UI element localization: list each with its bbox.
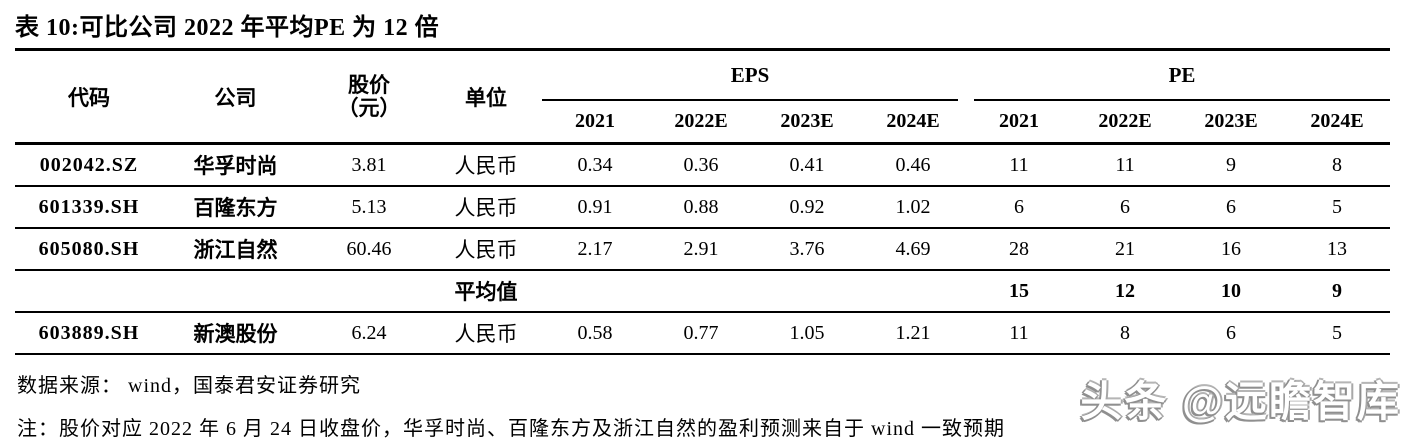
- table-cell: 6: [1120, 195, 1130, 218]
- watermark-brand: 头条: [1080, 378, 1169, 425]
- table-cell: 0.41: [789, 153, 825, 176]
- table-header: 代码 公司 股价 （元） 单位 EPS PE 2021 2022E 2023E …: [15, 51, 1390, 145]
- header-code: 代码: [68, 85, 110, 110]
- table-cell: 605080.SH: [38, 237, 140, 260]
- table-cell: 3.81: [351, 153, 387, 176]
- table-cell: 21: [1115, 237, 1135, 260]
- table-cell: 2.17: [577, 237, 613, 260]
- table-row: 603889.SH 新澳股份 6.24 人民币 0.58 0.77 1.05 1.21 11 8 6…: [15, 313, 1390, 355]
- table-cell: 11: [1115, 153, 1135, 176]
- table-cell: [308, 271, 430, 311]
- table-cell: [860, 271, 966, 311]
- table-cell: 0.77: [683, 321, 719, 344]
- table-cell: [542, 271, 648, 311]
- header-pe-2024e: 2024E: [1310, 110, 1364, 132]
- header-eps-2021: 2021: [575, 110, 615, 132]
- table-cell: 4.69: [895, 237, 931, 260]
- table-cell: [163, 271, 308, 311]
- table-row: 601339.SH 百隆东方 5.13 人民币 0.91 0.88 0.92 1.02 6 6 6 5: [15, 187, 1390, 229]
- header-eps-2023e: 2023E: [780, 110, 834, 132]
- table-cell: 6: [1226, 321, 1236, 344]
- header-group-eps: EPS: [542, 51, 958, 101]
- table-cell: 16: [1221, 237, 1241, 260]
- table-cell: 0.46: [895, 153, 931, 176]
- table-title: 表 10:可比公司 2022 年平均PE 为 12 倍: [15, 15, 440, 41]
- table-cell: 5: [1332, 321, 1342, 344]
- table-cell: 11: [1009, 321, 1029, 344]
- report-page: { "title": "表 10:可比公司 2022 年平均PE 为 12 倍"…: [15, 15, 1401, 440]
- table-body: 002042.SZ 华孚时尚 3.81 人民币 0.34 0.36 0.41 0.46 11 11…: [15, 145, 1390, 355]
- table-cell: 13: [1327, 237, 1347, 260]
- table-row: 002042.SZ 华孚时尚 3.81 人民币 0.34 0.36 0.41 0.46 11 11…: [15, 145, 1390, 187]
- watermark-handle: @远瞻智库: [1182, 378, 1401, 425]
- table-cell: 5: [1332, 195, 1342, 218]
- table-cell: 603889.SH: [38, 321, 140, 344]
- table-cell: 2.91: [683, 237, 719, 260]
- title-rule: [15, 48, 1390, 51]
- table-cell: 11: [1009, 153, 1029, 176]
- header-unit: 单位: [465, 85, 507, 110]
- table-cell: 6: [1014, 195, 1024, 218]
- table-cell: 60.46: [346, 237, 392, 260]
- header-pe-2023e: 2023E: [1204, 110, 1258, 132]
- table-cell: 人民币: [454, 154, 518, 178]
- header-group-pe: PE: [974, 51, 1390, 101]
- table-cell: 1.02: [895, 195, 931, 218]
- table-cell: 0.36: [683, 153, 719, 176]
- table-cell: 601339.SH: [38, 195, 140, 218]
- table-cell: 15: [1009, 279, 1029, 302]
- table-cell: 平均值: [454, 280, 518, 304]
- data-source-text: 数据来源： wind，国泰君安证券研究: [17, 375, 361, 397]
- table-cell: 002042.SZ: [39, 153, 139, 176]
- table-cell: 28: [1009, 237, 1029, 260]
- table-row-average: 平均值 15 12 10 9: [15, 271, 1390, 313]
- header-pe-2021: 2021: [999, 110, 1039, 132]
- table-cell: 0.34: [577, 153, 613, 176]
- table-cell: 人民币: [454, 238, 518, 262]
- table-cell: 0.91: [577, 195, 613, 218]
- table-cell: 6: [1226, 195, 1236, 218]
- table-cell: 9: [1226, 153, 1236, 176]
- table-cell: 12: [1115, 279, 1135, 302]
- header-eps-2022e: 2022E: [674, 110, 728, 132]
- table-cell: 华孚时尚: [193, 154, 278, 178]
- header-company: 公司: [214, 85, 257, 110]
- table-cell: 百隆东方: [193, 196, 278, 220]
- header-price: 股价 （元）: [337, 72, 401, 120]
- table-cell: 1.21: [895, 321, 931, 344]
- table-cell: 3.76: [789, 237, 825, 260]
- table-row: 605080.SH 浙江自然 60.46 人民币 2.17 2.91 3.76 4.69 28 2…: [15, 229, 1390, 271]
- table-cell: 1.05: [789, 321, 825, 344]
- table-cell: 0.58: [577, 321, 613, 344]
- table-cell: 6.24: [351, 321, 387, 344]
- header-eps-2024e: 2024E: [886, 110, 940, 132]
- table-cell: 新澳股份: [193, 322, 278, 346]
- table-cell: [754, 271, 860, 311]
- table-cell: 0.88: [683, 195, 719, 218]
- table-cell: 浙江自然: [193, 238, 278, 262]
- table-cell: 0.92: [789, 195, 825, 218]
- table-cell: 8: [1332, 153, 1342, 176]
- table-cell: [15, 271, 163, 311]
- table-cell: 人民币: [454, 322, 518, 346]
- table-cell: 10: [1221, 279, 1241, 302]
- table-cell: [648, 271, 754, 311]
- report-table-section: 表 10:可比公司 2022 年平均PE 为 12 倍 代码 公司 股价 （元）…: [15, 0, 1390, 441]
- table-cell: 5.13: [351, 195, 387, 218]
- header-pe-2022e: 2022E: [1098, 110, 1152, 132]
- table-cell: 9: [1332, 279, 1342, 302]
- table-cell: 8: [1120, 321, 1130, 344]
- watermark: 头条 @远瞻智库: [1080, 379, 1401, 425]
- table-cell: 人民币: [454, 196, 518, 220]
